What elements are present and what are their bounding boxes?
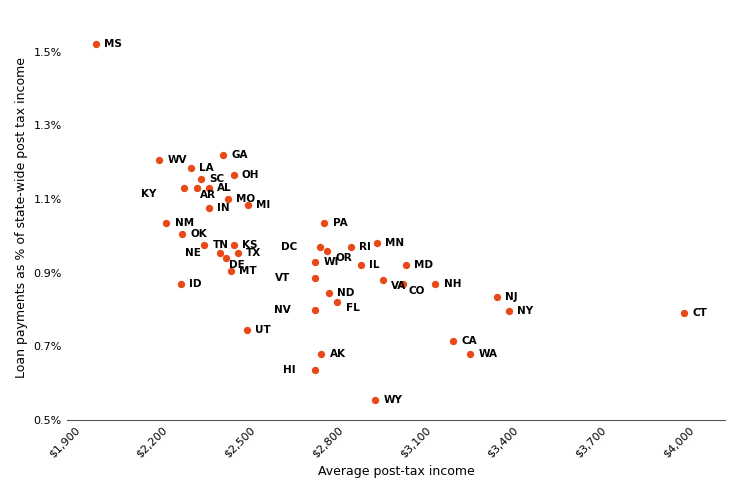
Y-axis label: Loan payments as % of state-wide post tax income: Loan payments as % of state-wide post ta…: [15, 57, 28, 378]
Point: [397, 280, 409, 288]
Text: AL: AL: [217, 183, 232, 193]
Point: [447, 337, 459, 345]
Text: VT: VT: [275, 273, 290, 283]
Point: [90, 40, 102, 48]
Point: [195, 175, 207, 183]
Point: [218, 151, 229, 159]
Text: NJ: NJ: [505, 292, 518, 302]
Text: WA: WA: [479, 349, 498, 359]
Text: AK: AK: [329, 349, 346, 359]
Text: IN: IN: [217, 203, 229, 213]
Point: [225, 267, 237, 275]
Point: [222, 195, 234, 203]
Text: WY: WY: [384, 395, 403, 405]
Point: [228, 171, 240, 179]
Point: [491, 293, 502, 301]
Text: TN: TN: [212, 240, 229, 250]
Point: [318, 219, 330, 227]
Point: [228, 241, 240, 249]
Point: [321, 247, 333, 255]
Point: [429, 280, 441, 288]
Point: [314, 243, 326, 251]
Text: MD: MD: [414, 260, 434, 271]
Point: [369, 396, 381, 404]
Point: [465, 350, 477, 358]
Text: WV: WV: [167, 155, 186, 166]
Point: [178, 184, 189, 192]
Point: [232, 248, 244, 256]
Text: TX: TX: [246, 247, 261, 257]
Point: [323, 289, 334, 297]
Point: [185, 164, 197, 172]
Point: [315, 350, 327, 358]
Point: [345, 243, 357, 251]
Point: [309, 366, 321, 374]
Text: KY: KY: [141, 189, 156, 199]
Point: [198, 241, 210, 249]
Text: GA: GA: [232, 150, 248, 160]
Text: SC: SC: [209, 174, 225, 184]
Point: [203, 205, 215, 212]
Point: [153, 157, 165, 165]
Text: MS: MS: [104, 39, 122, 49]
Text: IL: IL: [369, 260, 380, 271]
Text: UT: UT: [255, 325, 271, 335]
Text: DE: DE: [229, 260, 245, 270]
Point: [221, 254, 232, 262]
Point: [242, 201, 254, 209]
Text: OK: OK: [191, 229, 207, 239]
Point: [191, 184, 203, 192]
Text: ND: ND: [337, 288, 354, 298]
Text: NH: NH: [444, 279, 461, 289]
Text: NY: NY: [517, 307, 533, 317]
Point: [176, 230, 188, 238]
Point: [240, 326, 252, 334]
Text: DC: DC: [281, 242, 297, 252]
X-axis label: Average post-tax income: Average post-tax income: [317, 465, 474, 478]
Point: [678, 310, 690, 317]
Text: HI: HI: [283, 365, 296, 375]
Point: [175, 280, 186, 288]
Point: [309, 306, 321, 314]
Point: [377, 276, 389, 284]
Text: RI: RI: [359, 242, 371, 252]
Text: OH: OH: [242, 170, 260, 180]
Text: MO: MO: [236, 194, 255, 204]
Point: [371, 240, 383, 247]
Text: WI: WI: [324, 257, 339, 267]
Point: [400, 261, 412, 269]
Text: FL: FL: [346, 303, 360, 313]
Text: OR: OR: [335, 252, 352, 263]
Text: MT: MT: [239, 266, 257, 276]
Text: NE: NE: [185, 247, 201, 257]
Text: CA: CA: [461, 336, 477, 346]
Text: CT: CT: [693, 308, 707, 318]
Point: [502, 308, 514, 316]
Text: CO: CO: [408, 286, 425, 296]
Text: NV: NV: [274, 305, 290, 315]
Point: [355, 261, 367, 269]
Point: [161, 219, 172, 227]
Text: PA: PA: [332, 218, 347, 228]
Text: NM: NM: [175, 218, 194, 228]
Text: KS: KS: [242, 240, 258, 250]
Text: AR: AR: [200, 190, 216, 200]
Text: LA: LA: [200, 163, 214, 173]
Text: ID: ID: [189, 279, 202, 289]
Point: [309, 275, 321, 282]
Point: [309, 258, 321, 266]
Point: [215, 248, 226, 256]
Text: MI: MI: [257, 200, 271, 210]
Text: VA: VA: [391, 281, 406, 291]
Point: [203, 184, 215, 192]
Text: MN: MN: [386, 238, 404, 248]
Point: [332, 298, 343, 306]
